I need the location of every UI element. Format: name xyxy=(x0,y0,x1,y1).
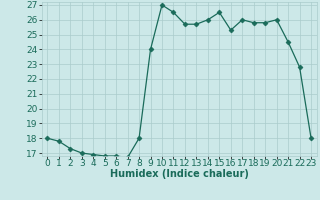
X-axis label: Humidex (Indice chaleur): Humidex (Indice chaleur) xyxy=(110,169,249,179)
